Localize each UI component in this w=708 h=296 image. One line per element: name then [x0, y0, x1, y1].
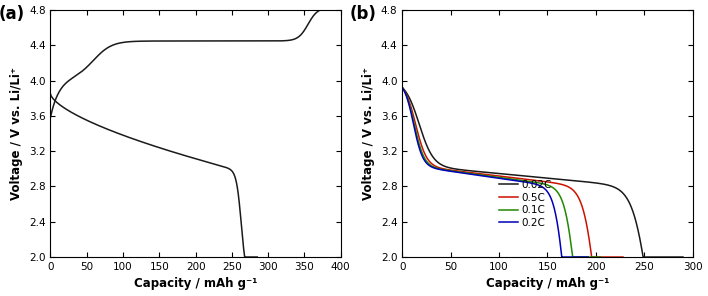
0.2C [543, 190, 552, 193]
0.5C [487, 173, 496, 177]
Text: (b): (b) [350, 5, 377, 23]
0.02C [512, 173, 520, 177]
0.02C [522, 174, 530, 178]
0.2C [473, 173, 481, 177]
0.1C [418, 152, 427, 156]
Line: 0.2C: 0.2C [402, 88, 588, 257]
0.5C [398, 86, 406, 89]
0.2C [525, 181, 534, 185]
0.02C [590, 181, 599, 185]
0.1C [486, 174, 494, 178]
0.1C [479, 173, 487, 177]
0.5C [549, 181, 558, 185]
0.2C [558, 255, 566, 259]
0.02C [622, 196, 630, 199]
Text: (a): (a) [0, 5, 24, 23]
X-axis label: Capacity / mAh g⁻¹: Capacity / mAh g⁻¹ [134, 277, 257, 290]
0.2C [417, 152, 426, 156]
0.5C [570, 190, 578, 193]
0.5C [421, 152, 429, 156]
0.1C [596, 255, 605, 259]
0.02C [639, 255, 648, 259]
Y-axis label: Voltage / V vs. Li/Li⁺: Voltage / V vs. Li/Li⁺ [362, 67, 375, 200]
Y-axis label: Voltage / V vs. Li/Li⁺: Voltage / V vs. Li/Li⁺ [11, 67, 23, 200]
0.2C [584, 255, 593, 259]
0.5C [574, 196, 583, 199]
Line: 0.5C: 0.5C [402, 88, 623, 257]
0.2C [480, 174, 489, 178]
0.2C [398, 86, 406, 89]
0.2C [547, 196, 555, 199]
0.1C [553, 190, 561, 193]
0.02C [398, 86, 406, 89]
0.1C [569, 255, 577, 259]
0.5C [619, 255, 627, 259]
0.5C [496, 174, 504, 178]
0.1C [556, 196, 565, 199]
Legend: 0.02C, 0.5C, 0.1C, 0.2C: 0.02C, 0.5C, 0.1C, 0.2C [495, 176, 556, 232]
0.02C [679, 255, 687, 259]
Line: 0.02C: 0.02C [402, 88, 683, 257]
0.1C [535, 181, 543, 185]
X-axis label: Capacity / mAh g⁻¹: Capacity / mAh g⁻¹ [486, 277, 609, 290]
0.02C [427, 152, 435, 156]
Line: 0.1C: 0.1C [402, 88, 600, 257]
0.5C [588, 255, 596, 259]
0.1C [398, 86, 406, 89]
0.02C [617, 190, 625, 193]
